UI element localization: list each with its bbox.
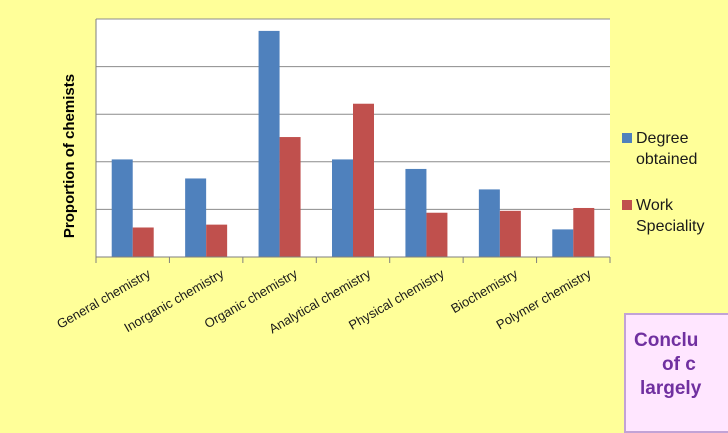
legend-swatch-work bbox=[622, 200, 632, 210]
conclusion-line-3: largely bbox=[640, 378, 702, 399]
conclusion-line-1: Conclu bbox=[634, 330, 699, 351]
bar-work-0 bbox=[132, 227, 154, 257]
bar-degree-6 bbox=[552, 229, 574, 257]
bar-degree-3 bbox=[332, 159, 353, 257]
bars bbox=[111, 30, 595, 258]
bar-degree-4 bbox=[405, 168, 427, 257]
bar-degree-1 bbox=[185, 178, 207, 257]
bar-work-3 bbox=[353, 103, 374, 257]
bar-degree-5 bbox=[478, 189, 500, 257]
legend-label-work-line2: Speciality bbox=[636, 218, 705, 235]
conclusion-box: Conclu of c largely bbox=[624, 313, 728, 433]
bar-work-5 bbox=[499, 210, 521, 257]
y-axis-label: Proportion of chemists bbox=[61, 74, 78, 238]
legend-label-work-line1: Work bbox=[636, 197, 674, 214]
axes bbox=[95, 19, 611, 263]
bar-work-4 bbox=[426, 212, 448, 257]
bar-work-6 bbox=[573, 207, 595, 257]
legend-label-degree-line1: Degree bbox=[636, 130, 689, 147]
legend: Degree obtained Work Speciality bbox=[622, 128, 728, 237]
legend-swatch-degree bbox=[622, 133, 632, 143]
bar-degree-0 bbox=[111, 159, 133, 257]
conclusion-line-2: of c bbox=[662, 354, 696, 375]
bar-work-1 bbox=[206, 224, 228, 257]
bar-work-2 bbox=[279, 137, 301, 257]
bar-degree-2 bbox=[258, 30, 280, 258]
x-tick-label-5: Biochemistry bbox=[448, 266, 520, 316]
legend-item-work: Work Speciality bbox=[622, 195, 728, 237]
legend-label-degree-line2: obtained bbox=[636, 151, 698, 168]
legend-item-degree: Degree obtained bbox=[622, 128, 728, 170]
